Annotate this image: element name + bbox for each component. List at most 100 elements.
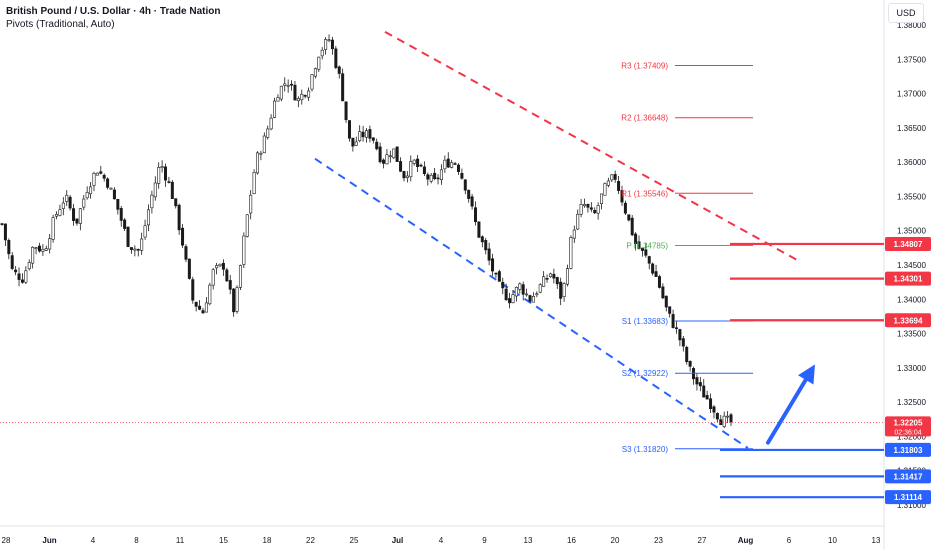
candle-body bbox=[218, 263, 222, 267]
candle bbox=[477, 221, 481, 239]
x-tick-label: 13 bbox=[524, 536, 533, 545]
candle-body bbox=[208, 284, 212, 305]
candle-body bbox=[27, 262, 31, 270]
projection-arrow-shaft[interactable] bbox=[766, 377, 808, 445]
candle-body bbox=[143, 225, 147, 238]
projection-arrow-head[interactable] bbox=[798, 364, 815, 385]
candle-body bbox=[685, 346, 689, 363]
candle-body bbox=[552, 273, 556, 279]
candle bbox=[514, 286, 518, 302]
candle-body bbox=[419, 164, 423, 167]
candle bbox=[235, 285, 239, 314]
candle bbox=[259, 150, 263, 161]
price-tags: 1.34807 1.34301 1.33694 1.31803 1.31417 1.311… bbox=[885, 236, 931, 505]
candle-body bbox=[65, 194, 69, 202]
candle bbox=[330, 36, 334, 55]
x-tick-label: 8 bbox=[134, 536, 139, 545]
candle bbox=[726, 411, 730, 423]
currency-button[interactable]: USD bbox=[888, 3, 924, 23]
candle bbox=[637, 235, 641, 250]
candle-body bbox=[293, 84, 297, 101]
candle-body bbox=[238, 265, 242, 288]
candle bbox=[378, 142, 382, 164]
y-tick-label: 1.33500 bbox=[897, 330, 926, 339]
price-tag: 1.34807 bbox=[885, 236, 931, 251]
x-tick-label: 20 bbox=[611, 536, 620, 545]
candle bbox=[593, 207, 597, 215]
candle-body bbox=[344, 101, 348, 121]
candle-body bbox=[715, 413, 719, 420]
candle bbox=[228, 275, 232, 295]
candle bbox=[433, 168, 437, 181]
candle-body bbox=[606, 180, 610, 186]
candle bbox=[456, 163, 460, 175]
candle bbox=[303, 94, 307, 99]
price-tag-bg bbox=[885, 271, 931, 286]
candle-body bbox=[535, 293, 539, 296]
candle bbox=[521, 281, 525, 301]
price-tag: 1.34301 bbox=[885, 271, 931, 286]
candle bbox=[174, 198, 178, 209]
candle-body bbox=[99, 171, 103, 174]
candle bbox=[409, 155, 413, 182]
channel-upper-line[interactable] bbox=[384, 30, 801, 263]
candle bbox=[674, 321, 678, 334]
candle-body bbox=[610, 174, 614, 181]
candle-body bbox=[589, 207, 593, 210]
candle-body bbox=[467, 189, 471, 199]
candle-body bbox=[569, 237, 573, 269]
candle bbox=[439, 164, 443, 185]
candle bbox=[55, 211, 59, 220]
candle bbox=[446, 152, 450, 168]
candle bbox=[603, 182, 607, 196]
candle bbox=[354, 136, 358, 146]
candle bbox=[307, 87, 311, 101]
candle bbox=[371, 137, 375, 144]
candle bbox=[419, 163, 423, 168]
candle bbox=[429, 173, 433, 184]
candle bbox=[545, 274, 549, 283]
candle bbox=[525, 288, 529, 297]
candle bbox=[279, 85, 283, 102]
candle-body bbox=[501, 281, 505, 289]
candle-body bbox=[61, 202, 65, 209]
pivot-lines: R3 (1.37409) R2 (1.36648) R1 (1.35546) P (1… bbox=[621, 62, 753, 454]
candle bbox=[402, 170, 406, 182]
candle-body bbox=[337, 66, 341, 74]
price-tag: 1.31417 bbox=[885, 469, 931, 484]
indicator-label[interactable]: Pivots (Traditional, Auto) bbox=[6, 19, 115, 30]
candle bbox=[392, 148, 396, 160]
x-tick-label: 4 bbox=[91, 536, 96, 545]
candle-body bbox=[78, 208, 82, 224]
candle-body bbox=[678, 329, 682, 341]
candle-body bbox=[300, 93, 304, 101]
candle bbox=[276, 94, 280, 102]
candle-body bbox=[613, 174, 617, 180]
candle bbox=[164, 163, 168, 187]
candle bbox=[467, 189, 471, 203]
candle-body bbox=[136, 249, 140, 251]
x-tick-label: 27 bbox=[698, 536, 707, 545]
candle bbox=[300, 89, 304, 105]
channel-lower-line[interactable] bbox=[314, 157, 749, 449]
candle bbox=[347, 120, 351, 142]
candle bbox=[719, 414, 723, 426]
candle bbox=[290, 80, 294, 91]
candle-body bbox=[259, 152, 263, 155]
candle bbox=[630, 215, 634, 237]
candle bbox=[576, 209, 580, 230]
candle bbox=[654, 264, 658, 277]
candle bbox=[388, 150, 392, 163]
candle bbox=[508, 292, 512, 309]
candle-body bbox=[334, 48, 338, 68]
candle bbox=[102, 173, 106, 182]
candle bbox=[698, 376, 702, 392]
symbol-title[interactable]: British Pound / U.S. Dollar · 4h · Trade… bbox=[6, 6, 221, 17]
candle-body bbox=[119, 208, 123, 221]
candle-body bbox=[174, 198, 178, 207]
candle-body bbox=[235, 287, 239, 312]
candle bbox=[405, 171, 409, 183]
candle bbox=[555, 276, 559, 289]
candle-body bbox=[92, 172, 96, 186]
